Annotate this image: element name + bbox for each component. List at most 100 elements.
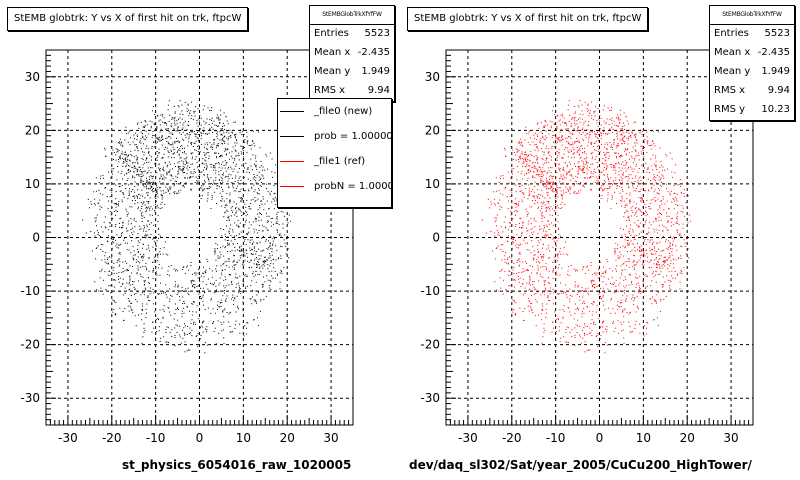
data-point — [116, 151, 118, 153]
data-point — [175, 309, 177, 311]
data-point — [640, 245, 642, 247]
data-point — [228, 187, 230, 188]
data-point — [624, 287, 626, 289]
data-point — [137, 233, 139, 235]
data-point — [163, 290, 165, 292]
data-point — [538, 241, 540, 243]
data-point — [228, 178, 230, 180]
data-point — [204, 271, 206, 273]
data-point — [523, 237, 525, 239]
data-point — [145, 184, 147, 186]
data-point — [178, 167, 180, 169]
data-point — [646, 151, 648, 153]
data-point — [143, 171, 145, 173]
data-point — [644, 190, 646, 192]
data-point — [248, 172, 250, 173]
data-point — [567, 104, 569, 106]
data-point — [641, 264, 643, 266]
data-point — [545, 130, 547, 132]
data-point — [585, 182, 587, 184]
data-point — [143, 202, 145, 204]
data-point — [223, 343, 225, 345]
data-point — [143, 327, 145, 329]
data-point — [148, 270, 150, 272]
data-point — [190, 262, 192, 263]
data-point — [654, 200, 656, 202]
data-point — [161, 121, 163, 123]
data-point — [222, 137, 224, 139]
data-point — [655, 177, 657, 179]
data-point — [221, 196, 223, 198]
data-point — [578, 154, 580, 156]
data-point — [563, 183, 565, 185]
data-point — [564, 204, 566, 205]
data-point — [527, 177, 529, 179]
data-point — [655, 257, 657, 258]
data-point — [138, 127, 140, 129]
data-point — [540, 254, 542, 255]
data-point — [651, 140, 653, 142]
data-point — [146, 181, 147, 183]
data-point — [173, 106, 175, 107]
data-point — [236, 283, 238, 285]
data-point — [658, 225, 660, 227]
data-point — [591, 314, 593, 316]
data-point — [93, 232, 95, 234]
data-point — [264, 203, 266, 205]
data-point — [625, 203, 627, 205]
data-point — [634, 324, 636, 326]
data-point — [263, 276, 264, 278]
data-point — [582, 168, 584, 170]
data-point — [182, 169, 184, 170]
data-point — [522, 225, 524, 227]
data-point — [533, 294, 535, 295]
data-point — [577, 290, 579, 292]
data-point — [556, 274, 558, 276]
data-point — [266, 247, 268, 249]
data-point — [215, 270, 217, 272]
data-point — [606, 165, 608, 167]
data-point — [592, 119, 594, 121]
data-point — [666, 259, 668, 260]
data-point — [529, 144, 531, 146]
data-point — [270, 235, 272, 237]
data-point — [542, 135, 544, 137]
data-point — [551, 167, 553, 169]
data-point — [168, 100, 170, 102]
data-point — [122, 221, 124, 223]
data-point — [165, 186, 167, 188]
data-point — [233, 268, 235, 270]
data-point — [591, 115, 593, 117]
data-point — [237, 219, 239, 221]
data-point — [188, 294, 190, 295]
data-point — [547, 244, 549, 246]
data-point — [225, 115, 227, 117]
data-point — [624, 290, 625, 291]
data-point — [621, 155, 623, 157]
data-point — [153, 292, 155, 294]
data-point — [141, 303, 143, 305]
data-point — [118, 265, 120, 267]
data-point — [605, 122, 607, 124]
data-point — [534, 195, 536, 197]
data-point — [579, 334, 581, 336]
data-point — [672, 263, 674, 265]
data-point — [141, 215, 143, 217]
data-point — [137, 189, 138, 191]
data-point — [626, 225, 627, 227]
data-point — [632, 331, 634, 333]
data-point — [545, 121, 547, 123]
data-point — [600, 297, 602, 299]
data-point — [560, 193, 562, 195]
data-point — [158, 163, 160, 165]
data-point — [662, 250, 664, 252]
data-point — [222, 139, 224, 141]
data-point — [140, 173, 142, 175]
data-point — [577, 286, 579, 287]
data-point — [189, 177, 190, 179]
data-point — [113, 272, 115, 274]
data-point — [609, 142, 611, 144]
data-point — [516, 261, 518, 263]
data-point — [541, 309, 543, 311]
data-point — [645, 162, 647, 164]
